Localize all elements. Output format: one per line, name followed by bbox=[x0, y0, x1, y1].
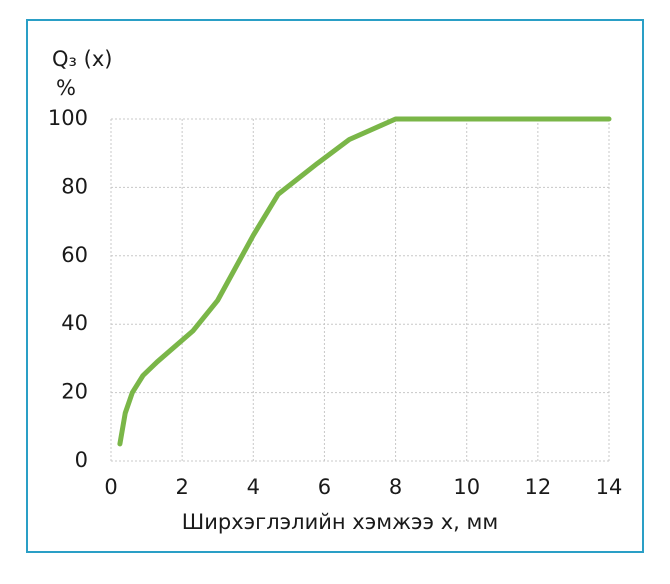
y-tick-label: 40 bbox=[61, 311, 88, 335]
x-tick-label: 4 bbox=[247, 475, 260, 499]
x-tick-label: 8 bbox=[389, 475, 402, 499]
x-tick-label: 0 bbox=[104, 475, 117, 499]
x-tick-label: 12 bbox=[524, 475, 551, 499]
y-tick-label: 80 bbox=[61, 174, 88, 198]
y-axis-label: Q₃ (x) bbox=[52, 47, 112, 71]
frame bbox=[26, 19, 644, 553]
x-tick-label: 6 bbox=[318, 475, 331, 499]
x-axis-label: Ширхэглэлийн хэмжээ x, мм bbox=[182, 510, 498, 534]
x-tick-label: 10 bbox=[453, 475, 480, 499]
y-axis-unit: % bbox=[56, 76, 76, 100]
x-tick-label: 14 bbox=[596, 475, 623, 499]
y-tick-label: 60 bbox=[61, 243, 88, 267]
x-tick-label: 2 bbox=[175, 475, 188, 499]
y-tick-label: 20 bbox=[61, 380, 88, 404]
y-tick-label: 0 bbox=[75, 448, 88, 472]
data-line bbox=[117, 116, 612, 447]
y-tick-label: 100 bbox=[48, 106, 88, 130]
